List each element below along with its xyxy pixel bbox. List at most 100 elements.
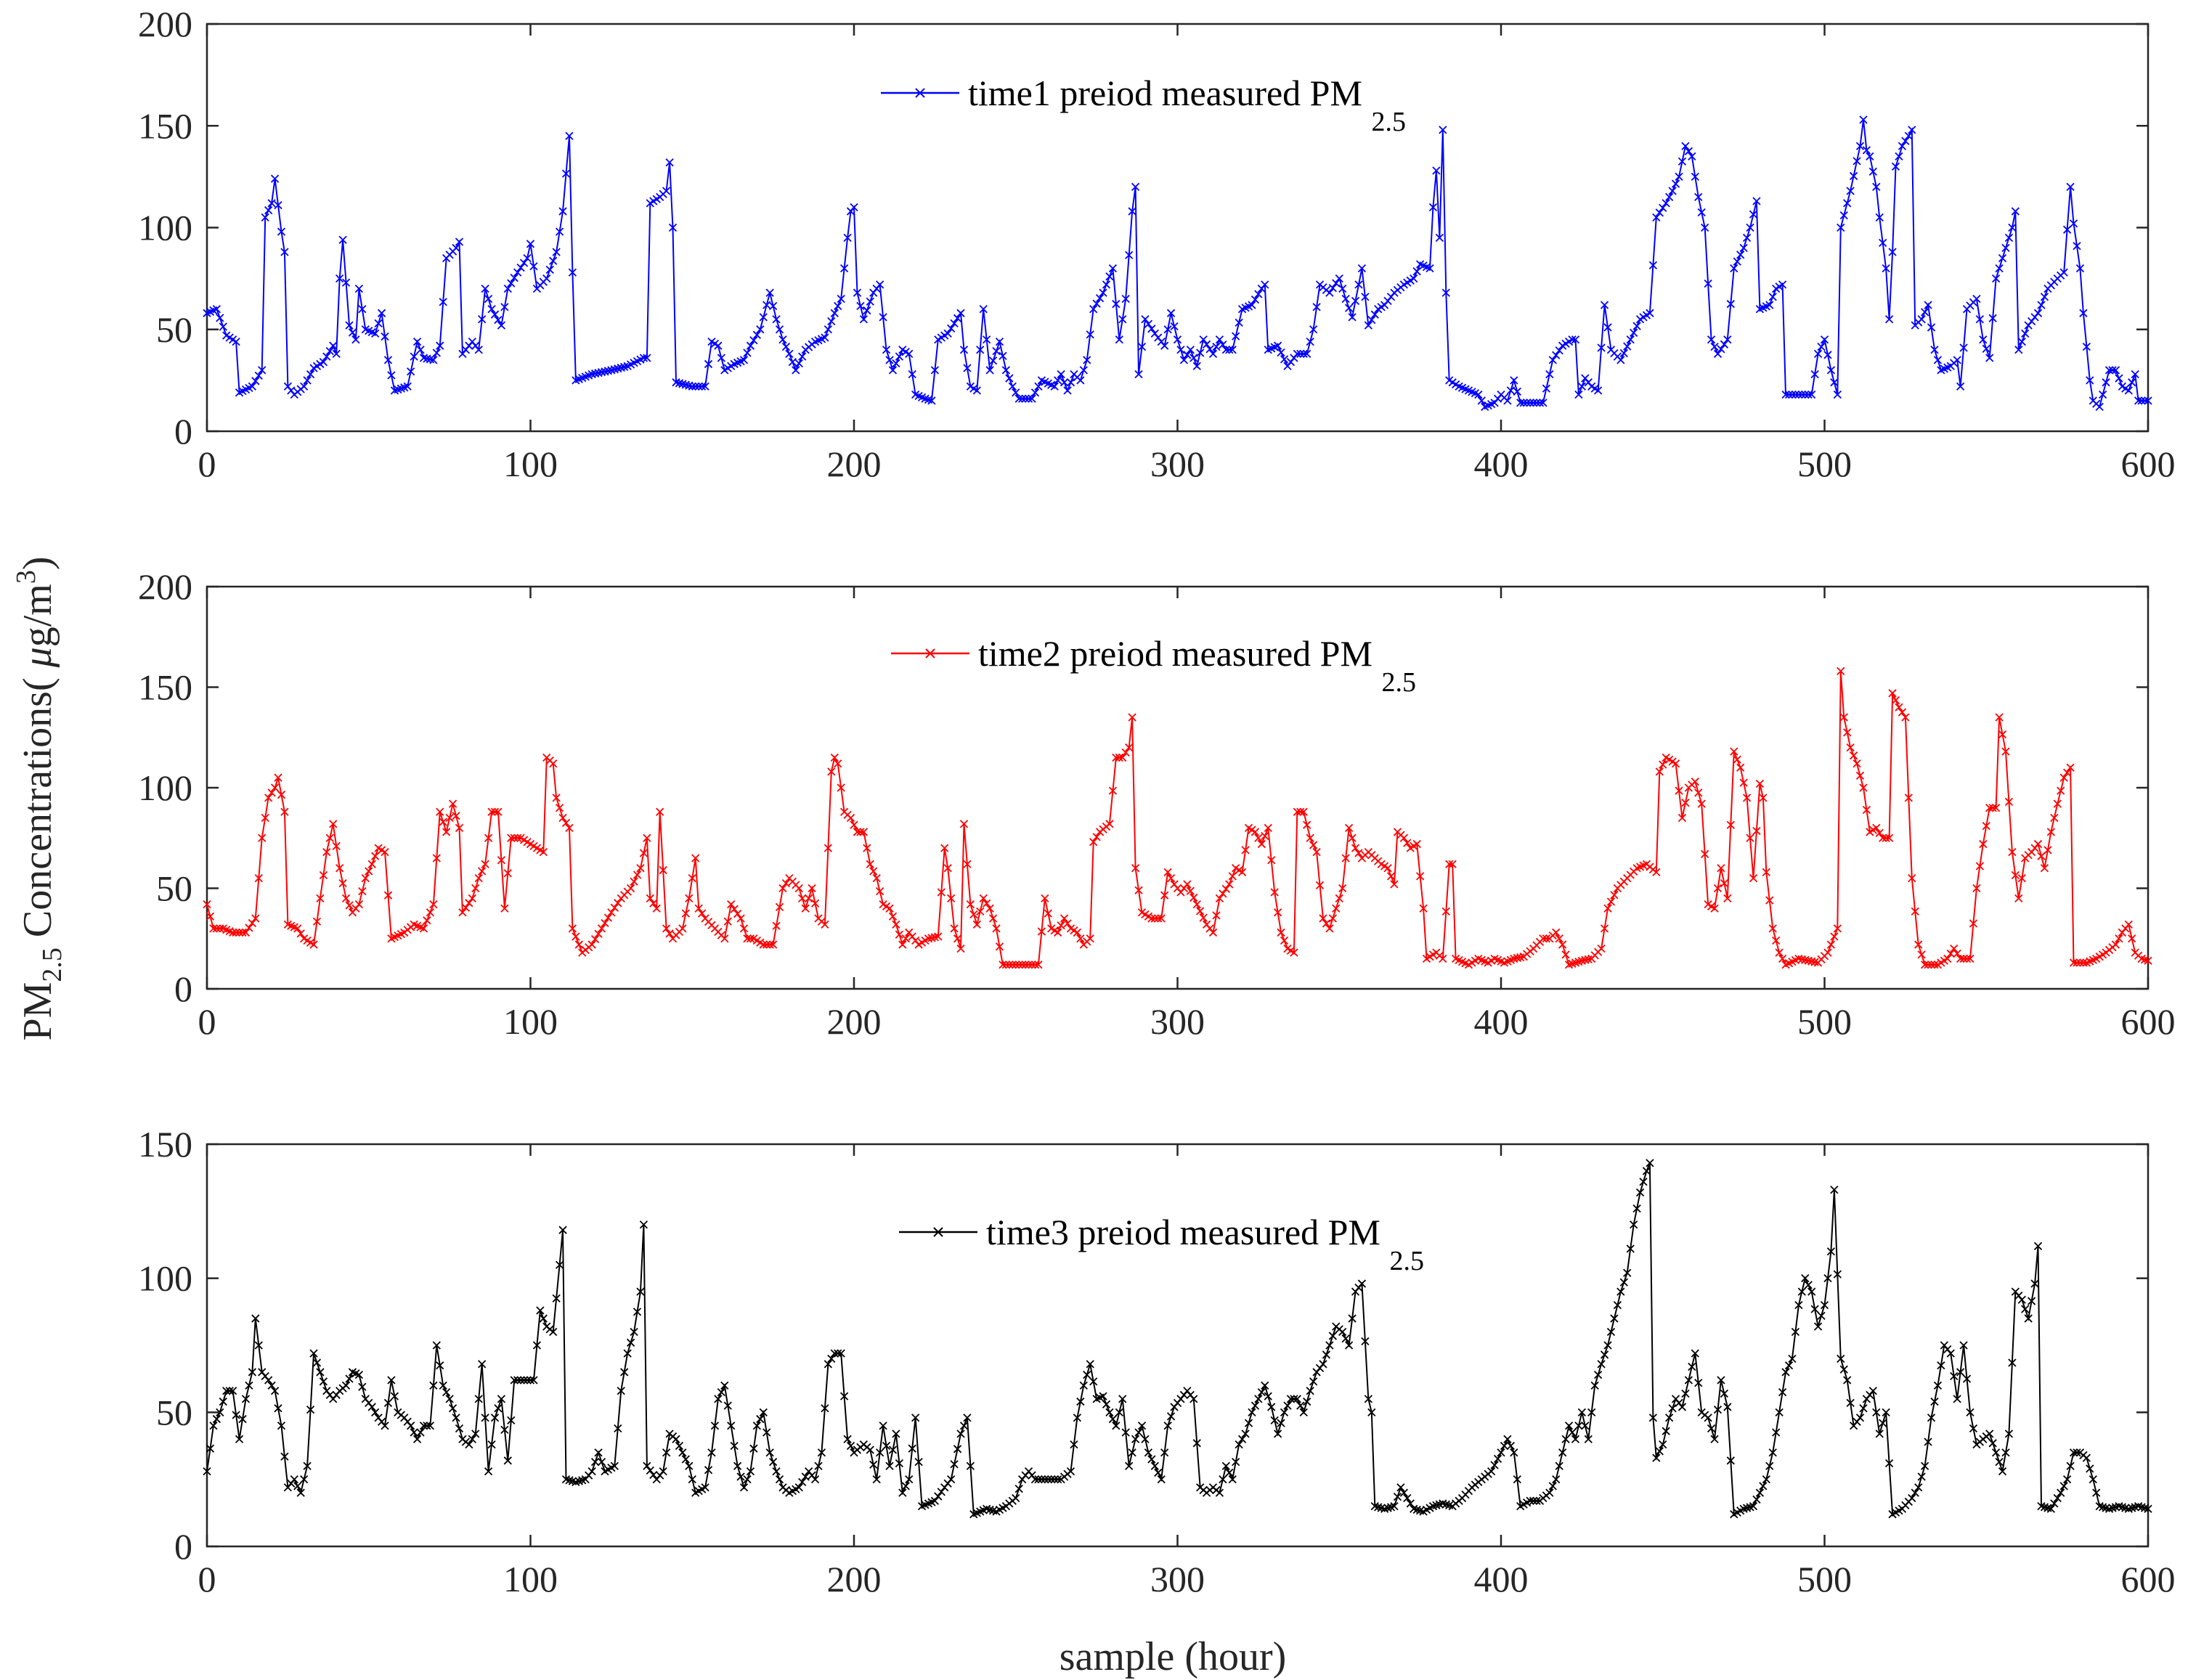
data-point [1296,807,1305,816]
data-point [1930,1397,1939,1406]
data-point [681,909,690,918]
data-point [2004,797,2014,807]
data-point [850,820,858,829]
data-point [1927,323,1936,332]
data-point [1697,799,1706,808]
data-point [309,940,318,949]
data-point [1619,348,1628,358]
data-point [840,1392,849,1400]
y-tick-label: 100 [138,208,192,248]
data-point [607,908,616,917]
data-point [383,1398,393,1408]
x-tick-label: 500 [1797,1001,1852,1042]
data-point [1762,1475,1770,1484]
y-tick-label: 100 [138,1258,192,1299]
data-point [558,813,567,823]
data-point [1833,924,1842,933]
data-point [756,325,765,334]
data-point [2086,376,2094,385]
data-point [633,1308,642,1316]
data-point [423,354,431,363]
data-point [552,794,561,802]
data-point [1273,341,1282,350]
data-point [1946,949,1955,958]
data-point [1998,1467,2007,1476]
data-point [1600,301,1609,309]
data-point [610,1461,619,1470]
data-point [1296,1401,1305,1410]
data-point [1995,1458,2004,1467]
data-point [1012,1493,1020,1503]
data-point [248,1368,257,1377]
data-point [1837,666,1845,675]
data-point [1677,1403,1687,1411]
data-point [1054,376,1062,385]
data-point [322,352,331,361]
data-point [1691,172,1699,182]
data-point [1626,335,1635,344]
data-point [261,213,269,222]
data-point [251,1314,260,1323]
data-point [597,924,606,933]
data-point [937,888,945,897]
data-point [445,813,454,823]
x-tick-label: 100 [503,1559,558,1599]
data-point [1325,288,1334,297]
data-point [1076,1397,1085,1406]
data-point [2043,846,2052,855]
data-point [487,1440,496,1449]
data-point [762,301,771,309]
data-point [1166,874,1176,883]
data-point [1613,1300,1622,1310]
data-point [1713,1406,1723,1414]
data-point [714,1395,723,1403]
data-point [1752,1495,1761,1504]
data-point [296,929,305,938]
data-point [1050,382,1059,391]
data-point [979,894,988,902]
data-point [1228,872,1237,881]
data-point [1895,152,1903,160]
data-point [1648,261,1658,270]
data-point [649,899,658,908]
x-tick-label: 0 [198,1001,216,1042]
data-point [332,349,341,359]
data-point [264,794,273,802]
data-point [1882,264,1890,273]
x-tick-label: 400 [1474,1559,1529,1599]
data-point [1270,888,1279,897]
data-point [617,1387,625,1395]
data-point [1577,1408,1587,1416]
data-point [2001,243,2010,253]
data-point [2102,378,2110,387]
data-point [1112,753,1121,762]
data-point [1076,934,1085,943]
y-tick-label: 50 [156,309,192,350]
data-point [1830,1186,1839,1194]
data-point [850,203,858,212]
data-point [778,335,787,344]
data-point [529,262,538,271]
data-point [1794,390,1803,399]
data-point [1290,948,1298,957]
data-point [678,924,687,933]
data-point [1412,267,1421,276]
data-point [1726,1456,1735,1465]
data-point [1432,166,1441,175]
data-point [1539,934,1548,943]
data-point [1303,820,1311,829]
data-point [1319,914,1327,923]
data-point [1552,928,1561,937]
data-point [1261,831,1269,841]
data-point [1428,203,1438,212]
data-point [1917,950,1926,959]
data-point [1830,378,1839,387]
data-point [639,354,648,362]
data-point [1755,1488,1765,1497]
data-point [1315,881,1325,889]
data-point [1073,928,1082,937]
data-point [338,878,347,888]
data-point [1794,954,1803,963]
data-point [2089,1475,2097,1484]
data-point [2008,848,2017,857]
